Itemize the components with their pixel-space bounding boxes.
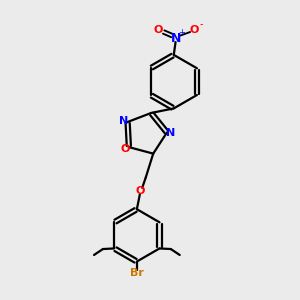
Text: N: N <box>171 32 181 45</box>
Text: O: O <box>154 25 163 35</box>
Text: O: O <box>120 144 129 154</box>
Text: Br: Br <box>130 268 144 278</box>
Text: N: N <box>167 128 176 137</box>
Text: N: N <box>119 116 128 125</box>
Text: +: + <box>178 28 185 37</box>
Text: O: O <box>190 25 199 35</box>
Text: -: - <box>199 19 203 29</box>
Text: O: O <box>135 186 145 196</box>
